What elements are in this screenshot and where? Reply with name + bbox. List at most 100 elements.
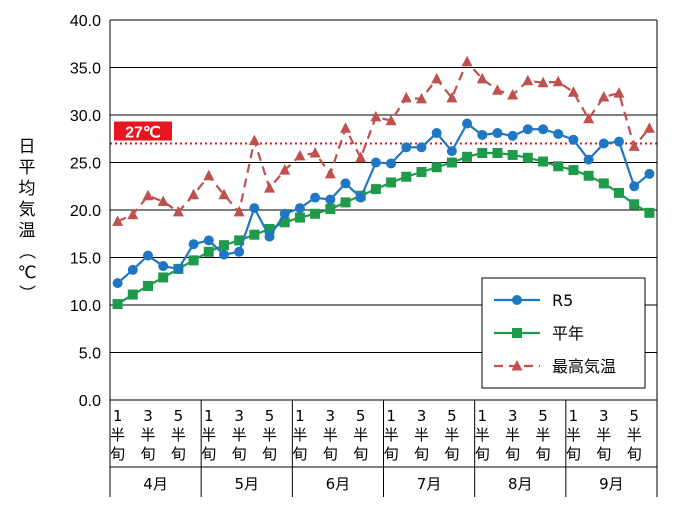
series-point-1 <box>446 157 457 168</box>
series-point-1 <box>614 187 625 198</box>
month-label: 8月 <box>508 475 533 493</box>
series-point-1 <box>188 255 199 266</box>
series-point-0 <box>234 246 245 257</box>
series-point-2 <box>491 84 503 95</box>
month-label: 7月 <box>417 475 442 493</box>
series-point-2 <box>248 134 260 146</box>
series-point-0 <box>644 168 655 179</box>
y-axis-title-char: 日 <box>19 137 36 157</box>
series-point-1 <box>279 217 290 228</box>
series-point-1 <box>218 240 229 251</box>
series-point-1 <box>264 224 275 234</box>
series-point-1 <box>507 149 518 160</box>
sub-label-char: 1 <box>477 407 487 425</box>
series-point-0 <box>249 203 260 214</box>
series-point-2 <box>598 90 610 102</box>
sub-label-char: 旬 <box>627 445 642 463</box>
y-tick-label: 0.0 <box>79 393 101 410</box>
month-label: 9月 <box>599 475 624 493</box>
y-axis-title-char: 気 <box>19 200 36 220</box>
series-point-2 <box>400 91 412 103</box>
legend-label: R5 <box>552 291 573 310</box>
series-point-0 <box>431 128 442 139</box>
series-point-2 <box>127 208 139 220</box>
month-label: 6月 <box>326 475 351 493</box>
series-point-2 <box>355 151 367 163</box>
series-point-1 <box>370 184 381 195</box>
y-tick-label: 5.0 <box>79 346 101 363</box>
sub-label-char: 旬 <box>292 445 307 463</box>
series-point-0 <box>173 263 184 274</box>
sub-label-char: 半 <box>171 426 186 444</box>
series-point-1 <box>234 235 245 246</box>
series-point-1 <box>538 156 549 167</box>
series-point-1 <box>598 178 609 189</box>
sub-label-char: 5 <box>265 407 275 425</box>
sub-label-char: 半 <box>140 426 155 444</box>
y-tick-label: 20.0 <box>70 203 101 220</box>
series-point-2 <box>476 72 488 84</box>
series-layer <box>112 55 655 310</box>
series-point-2 <box>522 74 534 86</box>
series-point-2 <box>203 169 215 181</box>
series-point-0 <box>310 192 321 203</box>
sub-label-char: 半 <box>323 426 338 444</box>
sub-label-char: 半 <box>475 426 490 444</box>
y-tick-label: 10.0 <box>70 298 101 315</box>
series-point-0 <box>294 203 305 214</box>
sub-label-char: 旬 <box>110 445 125 463</box>
legend-marker <box>512 295 522 305</box>
threshold-label-box <box>114 121 172 141</box>
series-point-2 <box>233 205 245 217</box>
series-point-2 <box>112 215 124 226</box>
y-axis-title-char: 均 <box>19 179 36 199</box>
series-point-0 <box>325 194 336 205</box>
series-point-0 <box>279 208 290 219</box>
series-point-0 <box>142 250 153 261</box>
series-point-2 <box>264 182 276 193</box>
series-point-0 <box>127 264 138 275</box>
series-point-2 <box>324 167 336 179</box>
series-point-0 <box>370 157 381 168</box>
sub-label-char: 旬 <box>171 445 186 463</box>
series-point-0 <box>462 118 473 129</box>
sub-label-char: 1 <box>113 407 123 425</box>
series-point-2 <box>142 189 154 201</box>
sub-label-char: 旬 <box>444 445 459 463</box>
series-point-1 <box>401 171 412 182</box>
series-point-0 <box>477 129 488 140</box>
sub-label-char: 5 <box>174 407 184 425</box>
sub-label-char: 3 <box>326 407 336 425</box>
series-point-2 <box>461 55 473 67</box>
series-point-2 <box>415 92 427 104</box>
series-point-1 <box>522 152 533 163</box>
series-point-0 <box>598 138 609 149</box>
y-tick-label: 30.0 <box>70 108 101 125</box>
y-tick-label: 25.0 <box>70 156 101 173</box>
series-point-1 <box>477 148 488 158</box>
sub-label-char: 3 <box>417 407 427 425</box>
series-point-0 <box>583 154 594 165</box>
sub-label-char: 1 <box>295 407 305 425</box>
series-point-2 <box>340 122 352 133</box>
series-point-1 <box>386 177 397 188</box>
series-point-2 <box>643 122 655 133</box>
series-point-0 <box>264 231 275 242</box>
series-point-2 <box>370 110 382 122</box>
sub-label-char: 5 <box>538 407 548 425</box>
sub-label-char: 旬 <box>566 445 581 463</box>
sub-label-char: 半 <box>536 426 551 444</box>
threshold-line: 27℃ <box>110 121 657 145</box>
series-point-0 <box>218 249 229 260</box>
series-point-0 <box>614 136 625 147</box>
sub-label-char: 3 <box>143 407 153 425</box>
legend-label: 平年 <box>552 324 584 343</box>
series-point-1 <box>203 246 214 257</box>
series-point-2 <box>294 149 306 161</box>
series-point-1 <box>583 170 594 181</box>
sub-label-char: 半 <box>444 426 459 444</box>
sub-label-char: 半 <box>262 426 277 444</box>
